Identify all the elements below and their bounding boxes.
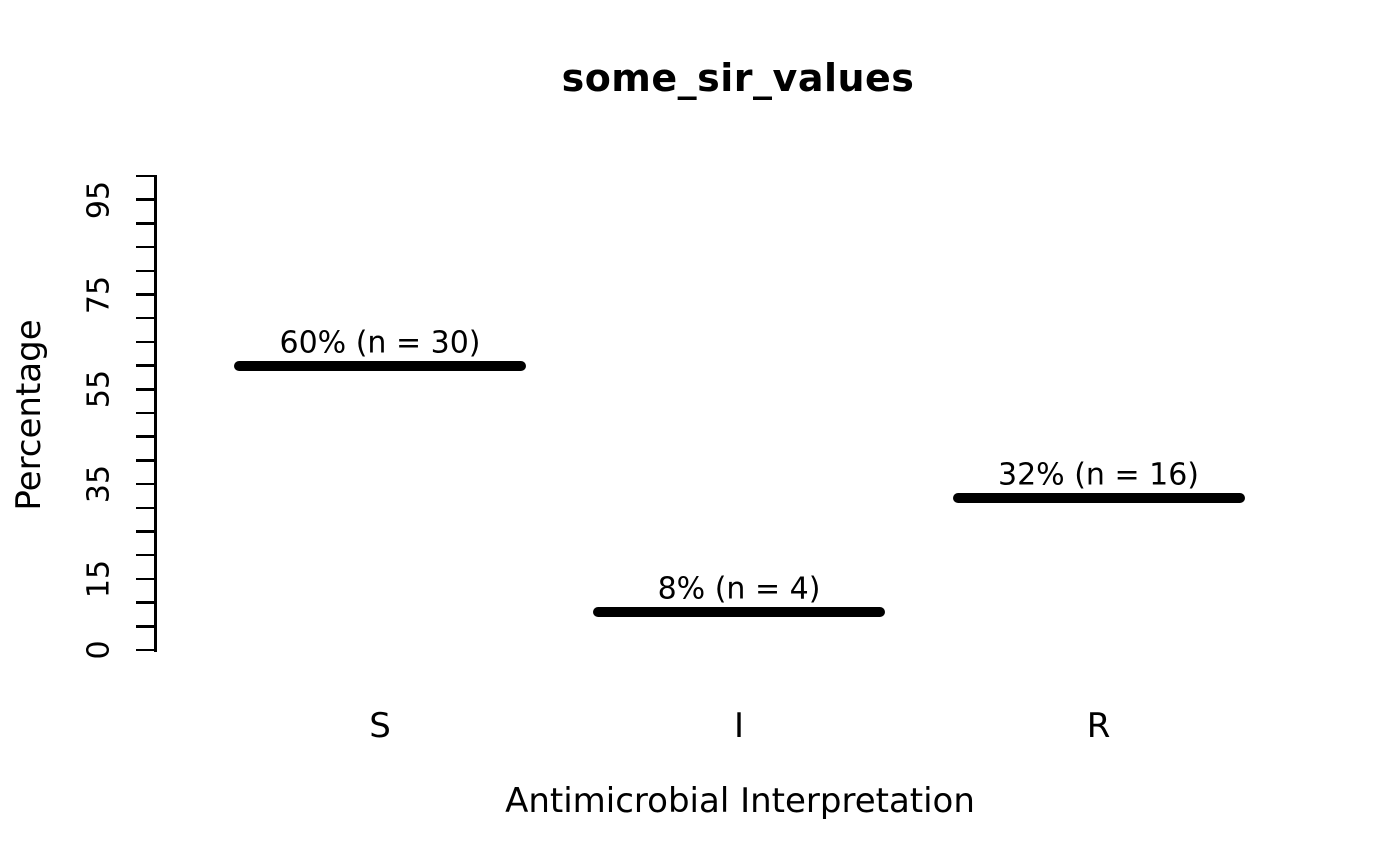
y-axis-tick (136, 364, 156, 367)
y-axis-tick (136, 269, 156, 273)
x-axis-label: Antimicrobial Interpretation (505, 781, 975, 821)
y-axis-tick-label: 75 (81, 275, 117, 314)
y-axis-tick-label: 35 (81, 465, 117, 504)
x-axis-category-label-r: R (1086, 706, 1111, 746)
y-axis-tick-label: 95 (81, 180, 117, 219)
y-axis-tick (136, 459, 156, 462)
y-axis-tick (136, 293, 156, 296)
y-axis-tick (136, 577, 156, 581)
x-axis-category-label-i: I (733, 706, 745, 746)
bar-value-label-r: 32% (n = 16) (997, 457, 1200, 493)
y-axis-tick (136, 530, 156, 533)
y-axis-tick (136, 506, 156, 510)
y-axis-tick (136, 340, 156, 344)
y-axis-tick-label: 15 (81, 559, 117, 598)
bar-s (234, 360, 526, 371)
y-axis-tick (136, 411, 156, 415)
y-axis-tick (136, 198, 156, 201)
y-axis-tick (136, 222, 156, 225)
y-axis-tick (136, 648, 156, 652)
y-axis-tick (136, 174, 156, 178)
x-axis-category-label-s: S (369, 706, 391, 746)
y-axis-tick (136, 553, 156, 557)
y-axis-tick-label: 55 (81, 370, 117, 409)
y-axis-label: Percentage (9, 319, 49, 511)
bar-i (593, 607, 885, 618)
y-axis-tick (136, 625, 156, 628)
bar-r (952, 493, 1245, 504)
chart-title: some_sir_values (561, 56, 915, 100)
y-axis-tick (136, 316, 156, 320)
y-axis-tick-label: 0 (81, 640, 117, 660)
y-axis-tick (136, 601, 156, 604)
y-axis-tick (136, 388, 156, 391)
y-axis-tick (136, 245, 156, 249)
y-axis-tick (136, 482, 156, 486)
y-axis-tick (136, 435, 156, 438)
bar-value-label-s: 60% (n = 30) (279, 325, 481, 361)
bar-value-label-i: 8% (n = 4) (657, 571, 821, 607)
